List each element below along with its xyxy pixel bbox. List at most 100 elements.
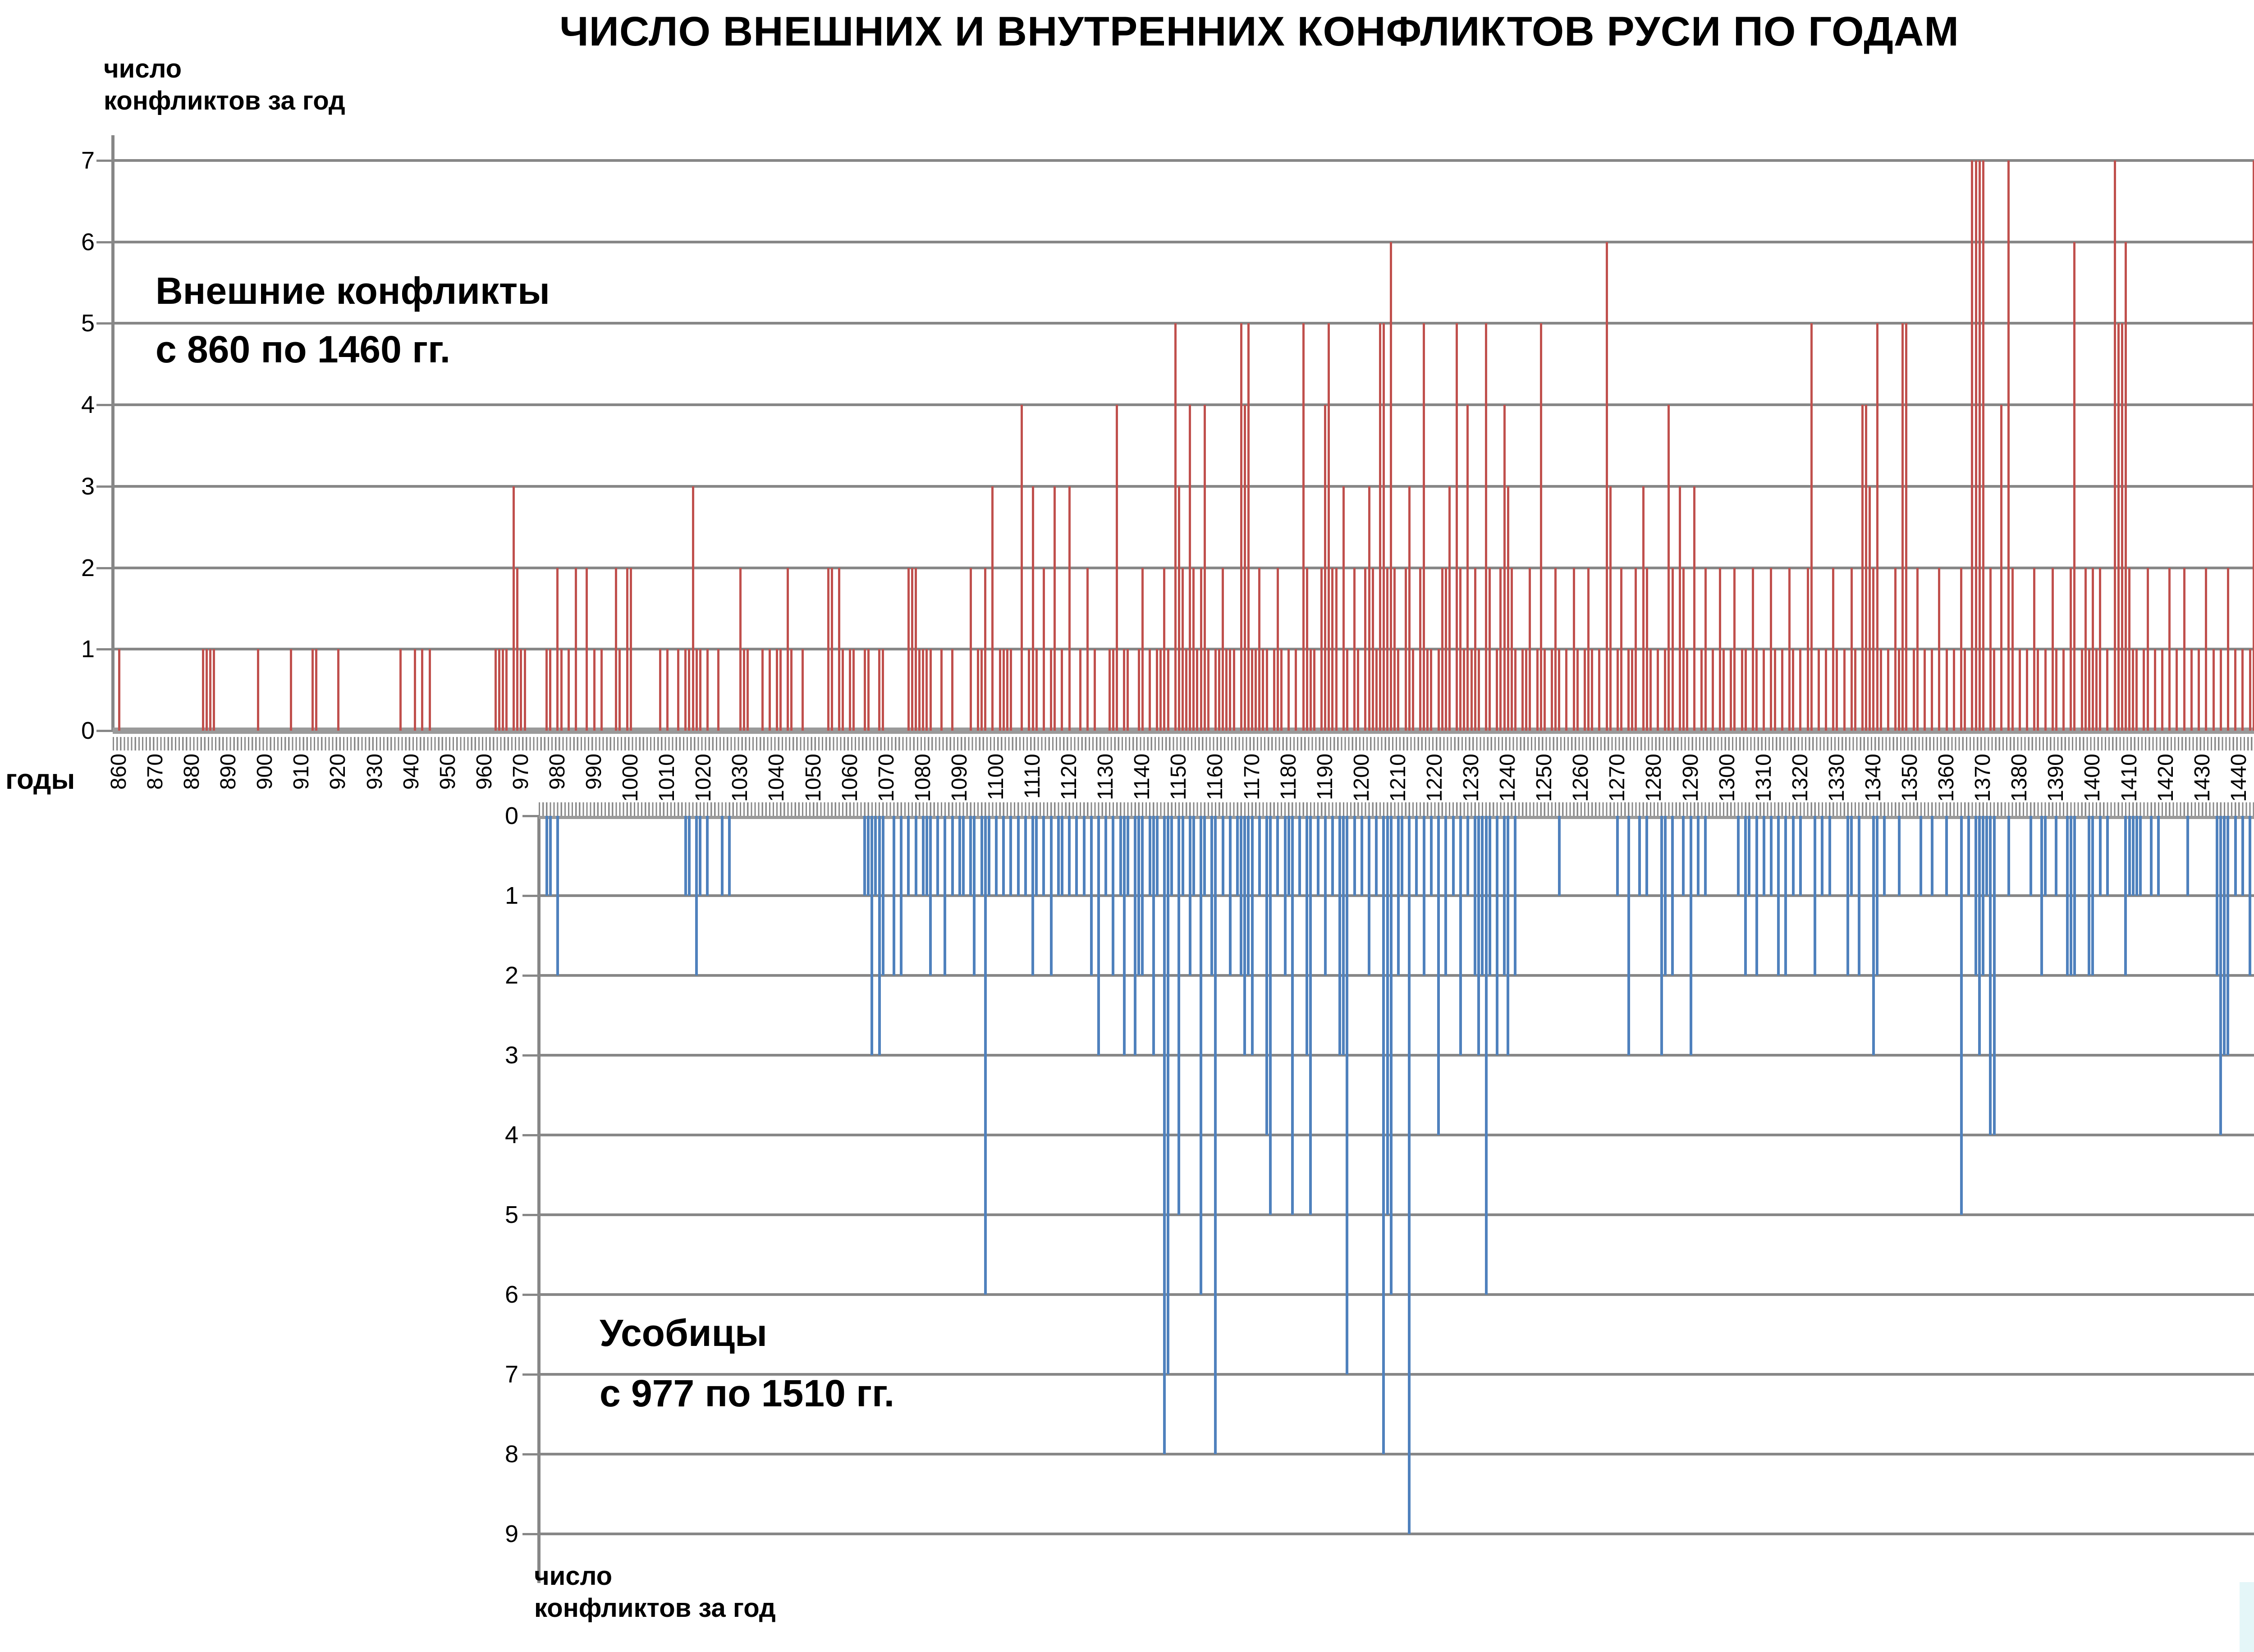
external-conflicts-bar xyxy=(1002,649,1005,731)
external-conflicts-bar xyxy=(1353,567,1356,731)
internal-strife-bar xyxy=(1236,816,1239,896)
external-conflicts-bar xyxy=(940,649,943,731)
external-conflicts-bar xyxy=(1167,649,1169,731)
external-conflicts-bar xyxy=(1006,649,1008,731)
external-conflicts-bar xyxy=(1042,567,1045,731)
internal-strife-bar xyxy=(1408,816,1411,1534)
internal-strife-bar xyxy=(1170,816,1173,896)
internal-strife-bar xyxy=(1474,816,1477,975)
internal-strife-bar xyxy=(1181,816,1184,896)
internal-strife-bar xyxy=(2055,816,2058,896)
external-conflicts-bar xyxy=(1565,649,1568,731)
external-conflicts-bar xyxy=(2088,649,2090,731)
gridline xyxy=(539,1373,2254,1376)
external-conflicts-bar xyxy=(575,567,577,731)
internal-strife-bar xyxy=(1342,816,1345,1055)
external-conflicts-bar xyxy=(1035,649,1038,731)
external-conflicts-bar xyxy=(925,649,928,731)
internal-strife-bar xyxy=(1777,816,1780,975)
external-conflicts-bar xyxy=(1642,486,1645,731)
external-conflicts-bar xyxy=(1806,567,1809,731)
internal-strife-bar xyxy=(1148,816,1151,896)
external-conflicts-bar xyxy=(213,649,215,731)
internal-strife-bar xyxy=(878,816,881,1055)
internal-strife-bar xyxy=(1459,816,1462,1055)
internal-strife-bar xyxy=(1152,816,1155,1055)
internal-strife-bar xyxy=(1689,816,1692,1055)
external-conflicts-bar xyxy=(1094,649,1096,731)
external-conflicts-bar xyxy=(666,649,669,731)
external-conflicts-bar xyxy=(1572,567,1575,731)
y-axis-title-top-line2: конфликтов за год xyxy=(104,86,345,115)
external-conflicts-bar xyxy=(1258,567,1261,731)
internal-strife-bar xyxy=(1247,816,1250,975)
external-conflicts-bar xyxy=(2113,160,2116,731)
external-conflicts-bar xyxy=(907,567,910,731)
external-conflicts-bar xyxy=(1309,649,1312,731)
external-conflicts-bar xyxy=(1945,649,1948,731)
external-conflicts-bar xyxy=(2176,649,2178,731)
internal-strife-bar xyxy=(973,816,976,975)
internal-strife-bar xyxy=(549,816,552,896)
internal-strife-bar xyxy=(1060,816,1063,896)
internal-strife-bar xyxy=(1228,816,1232,975)
external-conflicts-bar xyxy=(1009,649,1012,731)
internal-strife-bar xyxy=(1481,816,1484,975)
internal-strife-bar xyxy=(907,816,910,896)
external-conflicts-bar xyxy=(593,649,596,731)
external-conflicts-bar xyxy=(1177,486,1180,731)
internal-strife-bar xyxy=(1163,816,1166,1454)
internal-strife-bar xyxy=(1799,816,1802,896)
external-conflicts-bar xyxy=(1251,649,1254,731)
external-conflicts-bar xyxy=(1550,649,1553,731)
internal-strife-bar xyxy=(1876,816,1879,975)
external-conflicts-bar xyxy=(801,649,804,731)
external-conflicts-bar xyxy=(1799,649,1802,731)
internal-strife-bar xyxy=(2131,816,2135,896)
external-conflicts-bar xyxy=(1021,405,1023,731)
external-conflicts-bar xyxy=(1635,567,1637,731)
internal-strife-bar xyxy=(699,816,702,896)
external-conflicts-bar xyxy=(2033,567,2036,731)
external-conflicts-bar xyxy=(787,567,789,731)
y-axis-tick xyxy=(96,730,113,732)
internal-strife-bar xyxy=(1068,816,1071,896)
internal-strife-bar xyxy=(1503,816,1506,975)
x-tick-label: 870 xyxy=(143,754,168,790)
external-conflicts-bar xyxy=(1466,405,1469,731)
internal-strife-bar xyxy=(2234,816,2237,896)
internal-strife-bar xyxy=(1119,816,1122,896)
internal-strife-bar xyxy=(1495,816,1498,1055)
internal-strife-bar xyxy=(720,816,724,896)
external-conflicts-bar xyxy=(677,649,680,731)
external-conflicts-bar xyxy=(1982,160,1984,731)
internal-strife-bar xyxy=(1353,816,1356,896)
external-conflicts-bar xyxy=(257,649,259,731)
external-conflicts-bar xyxy=(2095,649,2098,731)
y-tick-label: 0 xyxy=(81,717,95,744)
y-axis-title-top-line1: число xyxy=(104,54,182,83)
x-tick-label: 920 xyxy=(326,754,350,790)
gridline xyxy=(539,1213,2254,1216)
internal-strife-bar xyxy=(1762,816,1765,896)
y-axis-tick xyxy=(522,1294,539,1296)
external-conflicts-bar xyxy=(1931,649,1933,731)
external-conflicts-bar xyxy=(1872,567,1875,731)
external-conflicts-bar xyxy=(421,649,424,731)
internal-strife-bar xyxy=(1397,816,1400,975)
external-conflicts-bar xyxy=(1247,323,1250,731)
y-tick-label: 5 xyxy=(504,1201,518,1228)
internal-strife-bar xyxy=(1814,816,1817,975)
x-tick-label: 880 xyxy=(180,754,204,790)
external-conflicts-bar xyxy=(1861,405,1864,731)
gridline xyxy=(113,403,2254,407)
gridline xyxy=(113,159,2254,162)
internal-annotation-line2: с 977 по 1510 гг. xyxy=(600,1372,895,1415)
y-tick-label: 4 xyxy=(81,391,95,419)
external-conflicts-bar xyxy=(1788,567,1791,731)
external-conflicts-bar xyxy=(2062,649,2065,731)
external-conflicts-bar xyxy=(2051,567,2054,731)
external-conflicts-bar xyxy=(505,649,508,731)
external-conflicts-bar xyxy=(2168,567,2171,731)
external-conflicts-bar xyxy=(494,649,497,731)
